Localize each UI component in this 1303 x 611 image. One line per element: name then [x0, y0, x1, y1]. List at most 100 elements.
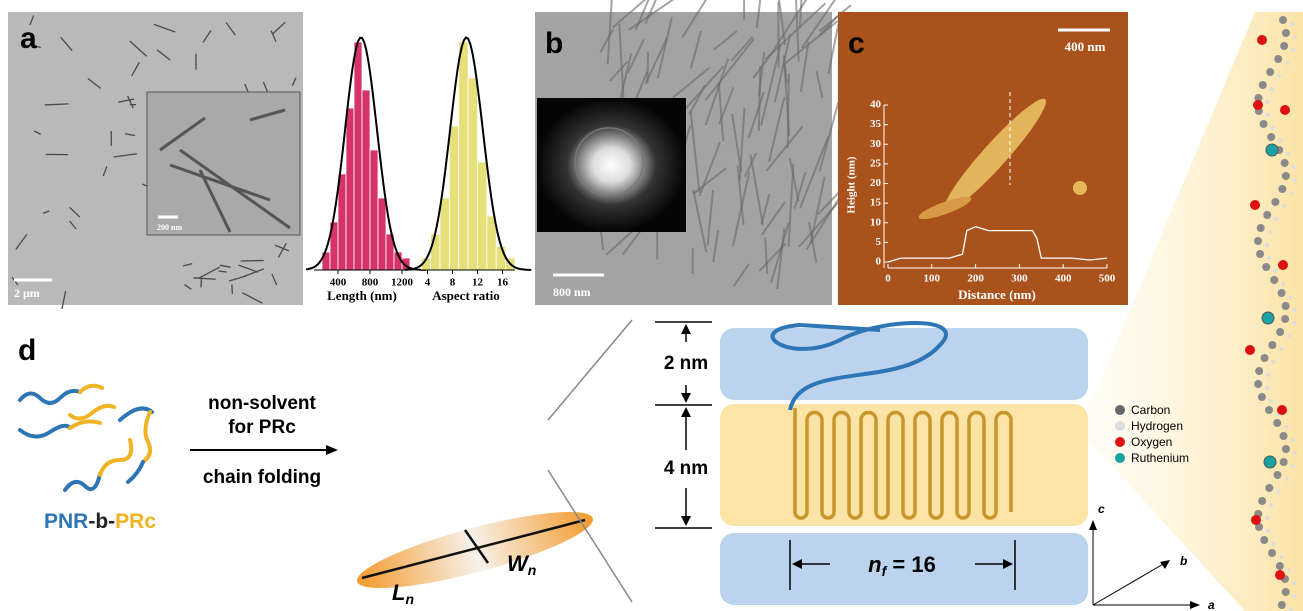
atom — [1258, 497, 1267, 505]
atom — [1280, 42, 1289, 50]
atom — [1262, 263, 1271, 271]
atom — [1282, 204, 1287, 208]
atom — [1290, 464, 1295, 468]
atom — [1256, 250, 1265, 258]
y-tick-label: 40 — [870, 99, 882, 111]
bar — [345, 107, 355, 271]
rod — [787, 163, 795, 247]
x-tick-label: 500 — [1099, 273, 1116, 285]
atom — [1273, 269, 1278, 273]
rod — [198, 266, 221, 279]
oxygen — [1253, 100, 1263, 110]
rod — [704, 58, 730, 126]
width-symbol: Wn — [507, 551, 536, 578]
atom — [1265, 406, 1274, 414]
length-symbol: Ln — [392, 580, 414, 607]
axis-name: b — [1180, 554, 1187, 568]
rod — [672, 66, 711, 99]
rod — [818, 101, 840, 172]
rod — [768, 96, 786, 162]
shell-layer — [720, 328, 1088, 400]
rod — [786, 73, 790, 149]
dimension: 4 nm — [664, 458, 708, 479]
rod — [218, 270, 227, 273]
atom — [1290, 22, 1295, 26]
rod — [627, 39, 645, 74]
rod — [33, 130, 42, 135]
rod — [732, 263, 750, 287]
atom — [1281, 172, 1290, 180]
atom — [1291, 165, 1296, 169]
polymer-name: PNR-b-PRc — [44, 510, 156, 533]
fit-curve — [404, 36, 532, 271]
length-arrow — [361, 518, 586, 580]
rod — [744, 152, 758, 178]
rod — [704, 38, 755, 101]
legend-label: Hydrogen — [1131, 419, 1183, 433]
rod — [644, 37, 668, 85]
rod — [34, 45, 42, 49]
bar — [439, 197, 450, 271]
atom — [1289, 191, 1294, 195]
x-tick-label: 4 — [425, 277, 431, 289]
rod — [764, 2, 827, 60]
ruthenium — [1263, 455, 1277, 469]
atom — [1292, 321, 1297, 325]
shell-layer — [720, 533, 1088, 605]
atom — [1277, 601, 1286, 609]
x-tick-label: 1200 — [391, 277, 414, 289]
rod — [758, 52, 766, 97]
folded-chain — [793, 408, 1013, 520]
atom — [1280, 159, 1289, 167]
rod — [712, 230, 720, 263]
rod — [798, 202, 839, 248]
x-tick-label: 0 — [885, 273, 891, 285]
rod — [798, 0, 803, 28]
rod — [717, 82, 725, 142]
atom — [1292, 451, 1297, 455]
atom — [1288, 607, 1293, 611]
oxygen — [1277, 405, 1287, 415]
atom — [1278, 185, 1287, 193]
rod — [219, 264, 231, 268]
atom — [1292, 308, 1297, 312]
rod-ellipse — [357, 511, 593, 589]
legend-label: Carbon — [1131, 403, 1170, 417]
zoom-line — [547, 319, 633, 421]
zoom-line — [547, 469, 633, 603]
rod — [69, 206, 81, 218]
ring — [574, 127, 644, 197]
rod — [706, 189, 715, 246]
x-tick-label: 300 — [1011, 273, 1028, 285]
y-tick-label: 25 — [870, 157, 882, 169]
rod — [689, 111, 701, 193]
bar — [369, 149, 379, 271]
rod — [611, 0, 647, 29]
atom — [1284, 425, 1289, 429]
rod — [817, 190, 841, 216]
x-tick-label: 200 — [967, 273, 984, 285]
y-tick-label: 15 — [870, 197, 882, 209]
atom — [1268, 341, 1277, 349]
rod — [800, 0, 836, 49]
bar — [361, 89, 371, 271]
rod — [193, 277, 216, 280]
rod — [277, 242, 287, 258]
x-tick-label: 16 — [497, 277, 509, 289]
rod — [747, 91, 765, 139]
atom — [1269, 503, 1274, 507]
x-tick-label: 400 — [1055, 273, 1072, 285]
atom — [1270, 276, 1279, 284]
rod — [225, 22, 236, 36]
rod — [291, 77, 297, 86]
panel-label: a — [20, 22, 37, 55]
atom — [1276, 490, 1281, 494]
atom — [1267, 256, 1272, 260]
rod — [274, 244, 290, 252]
rod — [184, 284, 192, 290]
dimension-arrowheads — [681, 324, 1013, 569]
ruthenium — [1265, 143, 1279, 157]
rod — [131, 62, 140, 77]
rod — [818, 15, 839, 37]
rod — [773, 33, 792, 103]
